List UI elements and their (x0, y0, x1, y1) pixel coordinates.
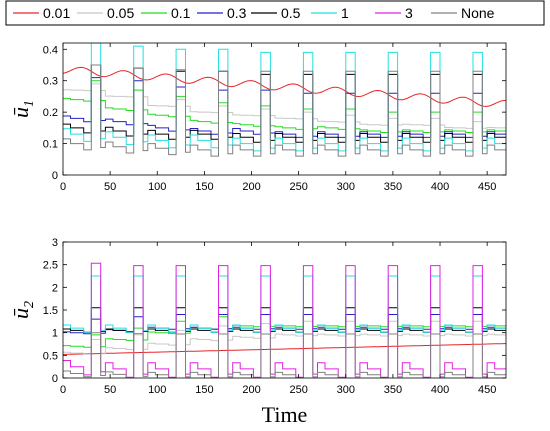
x-tick-label: 150 (195, 384, 213, 396)
series-line-None (63, 332, 506, 378)
x-tick-label: 300 (337, 384, 355, 396)
legend-label-0.05: 0.05 (107, 5, 134, 21)
series-line-0.05 (63, 320, 506, 355)
legend-label-3: 3 (405, 5, 413, 21)
x-tick-label: 150 (195, 181, 213, 193)
series-line-0.3 (63, 314, 506, 335)
legend-label-0.01: 0.01 (43, 5, 70, 21)
y-tick-label: 1.5 (43, 305, 58, 317)
y-tick-label: 1 (52, 328, 58, 340)
x-tick-label: 0 (60, 384, 66, 396)
series-line-0.3 (63, 77, 506, 138)
y-tick-label: 0 (52, 170, 58, 182)
series-line-1 (63, 275, 506, 333)
x-tick-label: 200 (242, 181, 260, 193)
series-line-0.01 (63, 66, 506, 107)
x-tick-label: 200 (242, 384, 260, 396)
series-line-0.1 (63, 80, 506, 133)
legend-label-None: None (461, 5, 495, 21)
y-tick-label: 2.5 (43, 260, 58, 272)
x-tick-label: 350 (384, 181, 402, 193)
x-tick-label: 100 (148, 181, 166, 193)
x-tick-label: 400 (431, 181, 449, 193)
y-tick-label: 0.1 (43, 139, 58, 151)
y-tick-label: 0 (52, 373, 58, 385)
series-line-3 (63, 262, 506, 378)
svg-text:ū1: ū1 (8, 100, 37, 118)
x-tick-label: 300 (337, 181, 355, 193)
x-tick-label: 450 (478, 384, 496, 396)
x-axis-label: Time (262, 402, 308, 427)
y-tick-label: 0.2 (43, 107, 58, 119)
y-axis-label: ū2 (8, 301, 37, 319)
legend-label-1: 1 (341, 5, 349, 21)
y-tick-label: 0.4 (43, 44, 58, 56)
x-tick-label: 350 (384, 384, 402, 396)
x-tick-label: 100 (148, 384, 166, 396)
y-axis-label: ū1 (8, 100, 37, 118)
panel-u2: 0 50 100 150 200 250 300 350 400 450 0 0.5 1 1.5 2 2.5 3… (8, 237, 507, 427)
x-tick-label: 50 (104, 384, 116, 396)
x-tick-label: 400 (431, 384, 449, 396)
y-tick-label: 0.5 (43, 350, 58, 362)
svg-text:ū2: ū2 (8, 301, 37, 319)
series-line-0.05 (63, 83, 506, 129)
y-tick-label: 3 (52, 237, 58, 249)
x-tick-label: 450 (478, 181, 496, 193)
series-line-0.01 (63, 343, 506, 355)
x-tick-label: 250 (289, 181, 307, 193)
y-tick-label: 2 (52, 282, 58, 294)
x-tick-label: 0 (60, 181, 66, 193)
panel-u1: 0 50 100 150 200 250 300 350 400 450 0 0.1 0.2 0.3 0.4… (8, 42, 507, 193)
x-tick-label: 250 (289, 384, 307, 396)
legend-label-0.3: 0.3 (227, 5, 247, 21)
series-group (63, 43, 506, 157)
series-line-0.1 (63, 314, 506, 348)
x-tick-label: 50 (104, 181, 116, 193)
series-group (63, 262, 506, 378)
series-line-1 (63, 43, 506, 152)
legend-label-0.5: 0.5 (281, 5, 301, 21)
legend: 0.01 0.05 0.1 0.3 0.5 1 3 None (5, 0, 545, 26)
legend-label-0.1: 0.1 (171, 5, 191, 21)
series-line-None (63, 64, 506, 157)
axes-frame (62, 42, 507, 176)
y-tick-label: 0.3 (43, 76, 58, 88)
